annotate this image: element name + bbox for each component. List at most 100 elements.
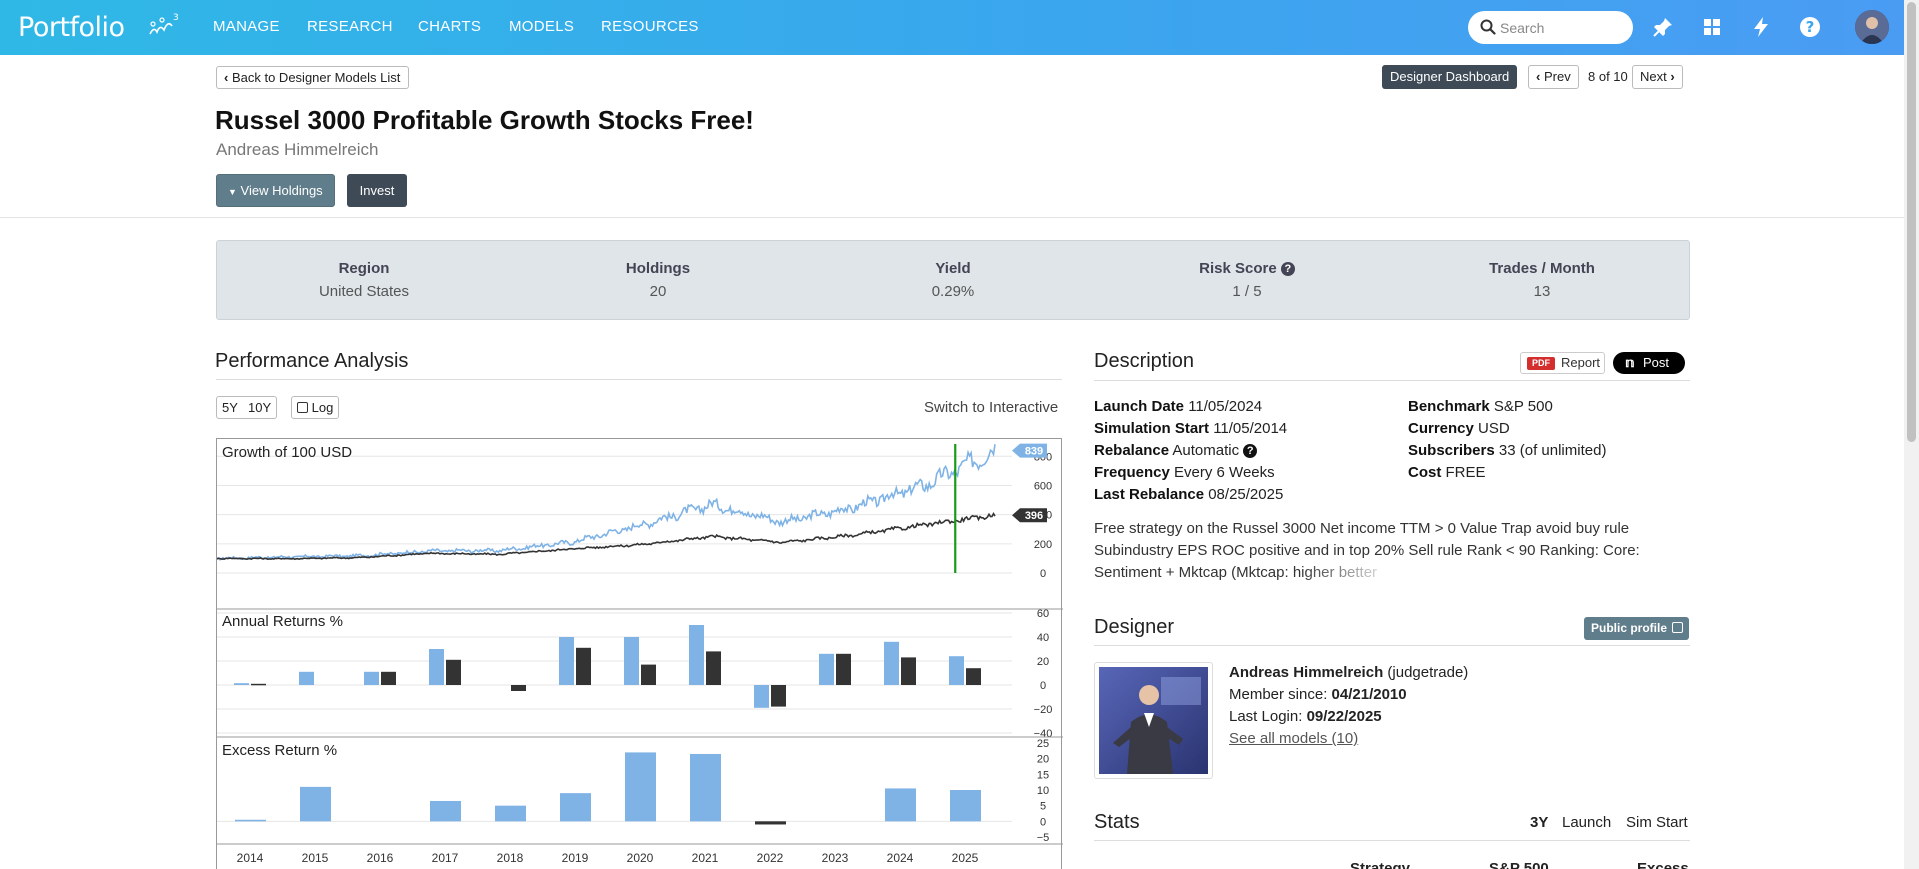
- switch-interactive-link[interactable]: Switch to Interactive: [924, 399, 1059, 416]
- x-post-button[interactable]: 𝕟 Post: [1613, 352, 1685, 374]
- user-avatar[interactable]: [1855, 10, 1889, 44]
- invest-button[interactable]: Invest: [347, 174, 407, 207]
- description-left-list: Launch Date 11/05/2024 Simulation Start …: [1094, 396, 1287, 506]
- post-label: Post: [1643, 355, 1670, 370]
- cost-row: Cost FREE: [1408, 462, 1606, 484]
- annual-strategy-bar: [884, 641, 899, 685]
- annual-benchmark-bar: [446, 659, 461, 685]
- info-key: Simulation Start: [1094, 420, 1210, 437]
- logo-figures-icon: 3: [149, 13, 179, 35]
- summary-value: 0.29%: [931, 283, 975, 300]
- prev-button[interactable]: ‹ Prev: [1528, 65, 1579, 89]
- annual-benchmark-bar: [901, 657, 916, 685]
- year-tick-label: 2018: [497, 851, 524, 865]
- x-logo-icon: 𝕟: [1625, 355, 1635, 370]
- nav-charts[interactable]: CHARTS: [418, 18, 482, 35]
- nav-models[interactable]: MODELS: [509, 18, 575, 35]
- stats-col-benchmark: S&P 500: [1489, 860, 1549, 869]
- back-to-list-button[interactable]: ‹ Back to Designer Models List: [216, 66, 410, 89]
- model-author[interactable]: Andreas Himmelreich: [216, 140, 379, 159]
- search-input[interactable]: [1500, 17, 1625, 39]
- pdf-report-button[interactable]: PDF Report: [1520, 352, 1605, 374]
- annual-benchmark-bar: [576, 647, 591, 685]
- designer-name-row: Andreas Himmelreich (judgetrade): [1229, 662, 1468, 684]
- view-holdings-button[interactable]: ▼ View Holdings: [216, 174, 335, 207]
- designer-photo[interactable]: [1094, 662, 1213, 779]
- info-value: S&P 500: [1493, 398, 1553, 415]
- question-icon[interactable]: ?: [1280, 262, 1295, 276]
- excess-bar: [755, 821, 786, 825]
- svg-text:3: 3: [173, 13, 179, 23]
- annual-strategy-bar: [624, 637, 639, 685]
- annual-benchmark-bar: [641, 664, 656, 685]
- public-profile-label: Public profile: [1591, 621, 1668, 635]
- excess-tick-label: 15: [1037, 769, 1049, 781]
- annual-strategy-bar: [754, 685, 769, 708]
- year-tick-label: 2016: [367, 851, 394, 865]
- page-scrollbar[interactable]: [1904, 0, 1919, 869]
- year-tick-label: 2025: [952, 851, 979, 865]
- annual-tick-label: 40: [1037, 632, 1049, 644]
- annual-strategy-bar: [234, 683, 249, 685]
- log-toggle[interactable]: Log: [291, 396, 340, 419]
- logo[interactable]: Portfolio: [18, 12, 125, 43]
- last-login-value: 09/22/2025: [1306, 708, 1382, 725]
- info-value: FREE: [1445, 464, 1486, 481]
- year-tick-label: 2019: [562, 851, 589, 865]
- report-label: Report: [1561, 355, 1601, 370]
- question-icon[interactable]: ?: [1243, 444, 1258, 458]
- public-profile-button[interactable]: Public profile: [1584, 617, 1689, 640]
- annual-tick-label: −20: [1034, 704, 1053, 716]
- scrollbar-thumb[interactable]: [1907, 2, 1916, 442]
- bolt-icon[interactable]: [1749, 15, 1773, 39]
- last-rebalance-row: Last Rebalance 08/25/2025: [1094, 484, 1287, 506]
- annual-tick-label: 0: [1040, 680, 1046, 692]
- description-fade: [1300, 561, 1410, 585]
- annual-strategy-bar: [949, 656, 964, 685]
- header-divider: [0, 217, 1904, 218]
- excess-bar: [690, 753, 721, 822]
- growth-tick-label: 600: [1034, 480, 1052, 492]
- prev-label: Prev: [1543, 69, 1571, 84]
- pin-icon[interactable]: [1651, 15, 1675, 39]
- summary-value: 13: [1533, 283, 1551, 300]
- nav-research[interactable]: RESEARCH: [307, 18, 393, 35]
- benchmark-line: [217, 511, 996, 561]
- strategy-line: [217, 444, 996, 561]
- description-title: Description: [1094, 350, 1195, 372]
- checkbox-icon: [297, 402, 308, 413]
- info-value: 11/05/2024: [1188, 398, 1263, 415]
- year-tick-label: 2023: [822, 851, 849, 865]
- rebalance-row: Rebalance Automatic ?: [1094, 440, 1287, 462]
- range-10y-button[interactable]: 10Y: [243, 396, 278, 419]
- info-value: Automatic: [1172, 442, 1240, 459]
- year-tick-label: 2021: [692, 851, 719, 865]
- summary-label: Region: [338, 260, 390, 277]
- member-since-value: 04/21/2010: [1331, 686, 1407, 703]
- help-circle-icon[interactable]: ?: [1798, 15, 1822, 39]
- stats-tab-launch[interactable]: Launch: [1562, 814, 1612, 831]
- designer-handle: (judgetrade): [1387, 664, 1469, 681]
- annual-strategy-bar: [364, 671, 379, 685]
- stats-tab-3y[interactable]: 3Y: [1530, 814, 1549, 831]
- stats-tab-sim-start[interactable]: Sim Start: [1626, 814, 1688, 831]
- summary-risk-score: Risk Score ? 1 / 5: [1147, 260, 1347, 300]
- pdf-icon: PDF: [1527, 357, 1555, 370]
- performance-divider: [216, 379, 1062, 380]
- year-tick-label: 2015: [302, 851, 329, 865]
- benchmark-row: Benchmark S&P 500: [1408, 396, 1606, 418]
- nav-manage[interactable]: MANAGE: [213, 18, 280, 35]
- launch-date-row: Launch Date 11/05/2024: [1094, 396, 1287, 418]
- excess-bar: [430, 800, 461, 822]
- summary-value: United States: [318, 283, 410, 300]
- next-button[interactable]: Next ›: [1632, 65, 1683, 89]
- nav-resources[interactable]: RESOURCES: [601, 18, 699, 35]
- designer-dashboard-button[interactable]: Designer Dashboard: [1382, 65, 1518, 89]
- grid-icon[interactable]: [1700, 15, 1724, 39]
- range-5y-button[interactable]: 5Y: [216, 396, 244, 419]
- see-all-models-link[interactable]: See all models (10): [1229, 730, 1359, 747]
- stats-col-excess: Excess: [1637, 860, 1689, 869]
